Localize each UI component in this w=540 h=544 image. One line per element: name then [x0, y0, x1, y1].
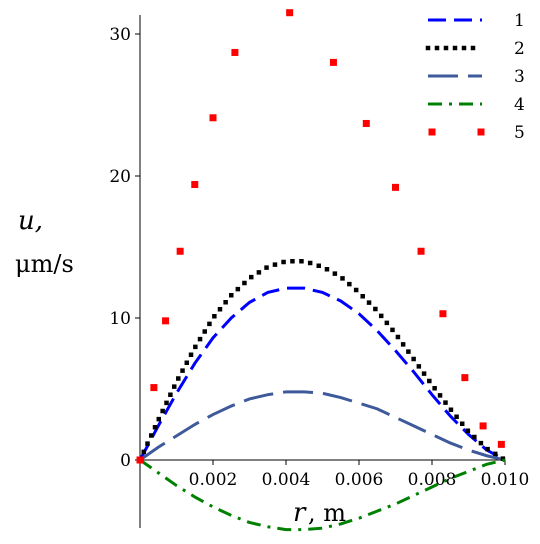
axes — [135, 15, 506, 528]
axis-labels: u, μm/s r , m — [15, 206, 346, 528]
series-4-line — [139, 458, 506, 532]
series-5-point — [286, 9, 294, 17]
legend-1-label: 1 — [514, 11, 525, 31]
series-5-point — [497, 440, 505, 448]
y-axis-unit: μm/s — [15, 250, 74, 278]
series-5-point — [439, 310, 447, 318]
legend-4-label: 4 — [514, 95, 525, 115]
legend-3-label: 3 — [514, 67, 525, 87]
legend-5-swatch — [428, 128, 436, 136]
x-tick-label: 0.004 — [262, 470, 311, 490]
x-tick-label: 0.006 — [335, 470, 384, 490]
series-5-point — [136, 456, 144, 464]
x-tick-label: 0.008 — [408, 470, 457, 490]
series-2-line — [137, 258, 509, 464]
series-5-point — [150, 384, 158, 392]
series-1-line — [138, 286, 506, 462]
tick-labels: 0 10 20 30 0.002 0.004 0.006 0.008 0.010 — [109, 25, 529, 490]
series-5-point — [461, 374, 469, 382]
series-5-point — [191, 181, 199, 189]
series-3-line — [139, 390, 506, 462]
y-tick-label: 0 — [120, 451, 131, 471]
x-axis-label: r — [293, 498, 307, 528]
x-axis-unit: , m — [308, 499, 346, 527]
series-5-point — [329, 58, 337, 66]
series-5-point — [362, 119, 370, 127]
y-tick-label: 10 — [109, 309, 131, 329]
legend: 1 2 3 4 5 — [425, 11, 525, 143]
series-5-point — [417, 247, 425, 255]
series-5-point — [209, 114, 217, 122]
legend-2-label: 2 — [514, 39, 525, 59]
x-tick-label: 0.002 — [189, 470, 238, 490]
series-layer — [136, 9, 509, 532]
x-tick-label: 0.010 — [481, 470, 530, 490]
series-5-point — [162, 317, 170, 325]
legend-5-label: 5 — [514, 123, 525, 143]
series-5-point — [392, 183, 399, 191]
series-5-point — [479, 422, 487, 430]
legend-5-swatch — [477, 128, 485, 136]
y-axis-label: u, — [18, 206, 43, 236]
y-tick-label: 20 — [109, 167, 131, 187]
y-tick-label: 30 — [109, 25, 131, 45]
series-5-point — [231, 48, 239, 56]
series-5-point — [176, 247, 184, 255]
